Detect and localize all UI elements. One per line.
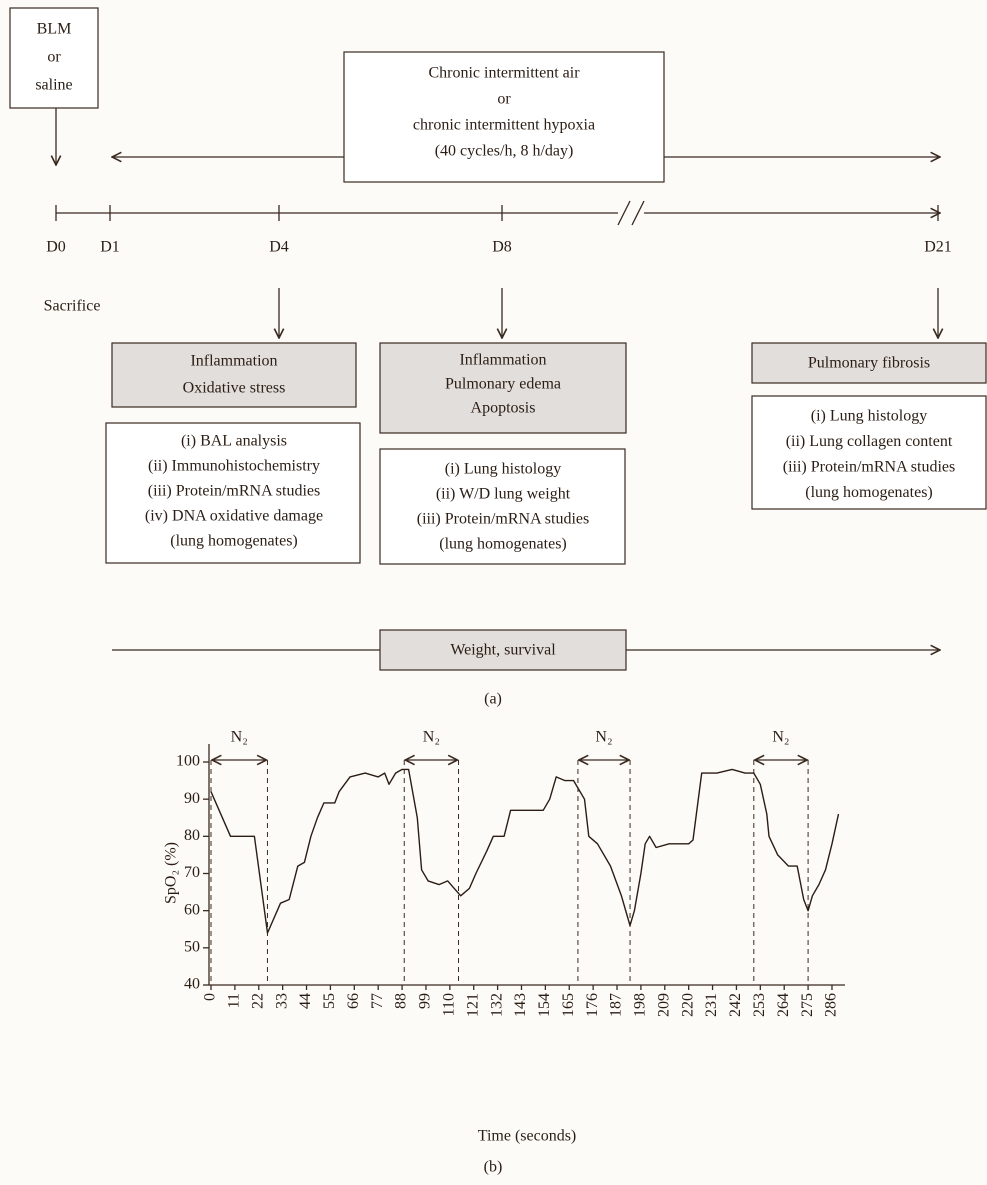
timeline-break bbox=[617, 200, 631, 226]
x-tick-label: 55 bbox=[321, 993, 338, 1009]
x-tick-label: 275 bbox=[799, 993, 816, 1017]
x-tick-label: 154 bbox=[536, 993, 553, 1017]
exposure-text: or bbox=[497, 91, 511, 108]
group-item: (i) Lung histology bbox=[445, 461, 561, 478]
group-item: (iv) DNA oxidative damage bbox=[145, 508, 323, 525]
group-item: (ii) W/D lung weight bbox=[436, 486, 571, 503]
x-tick-label: 231 bbox=[703, 993, 720, 1017]
x-tick-label: 242 bbox=[727, 993, 744, 1017]
x-tick-label: 77 bbox=[369, 993, 386, 1009]
group-item: (iii) Protein/mRNA studies bbox=[148, 483, 320, 500]
y-axis-label: SpO₂ (%) bbox=[163, 842, 180, 904]
exposure-box bbox=[343, 51, 665, 183]
group-header-box bbox=[751, 342, 987, 384]
group-header: Pulmonary fibrosis bbox=[808, 355, 930, 372]
spo2-line bbox=[210, 768, 840, 934]
group-header: Oxidative stress bbox=[183, 380, 286, 397]
group-header: Pulmonary edema bbox=[445, 376, 561, 393]
x-tick-label: 198 bbox=[632, 993, 649, 1017]
group-header: Inflammation bbox=[190, 353, 277, 370]
x-tick-label: 253 bbox=[751, 993, 768, 1017]
x-tick-label: 143 bbox=[512, 993, 529, 1017]
start-text: saline bbox=[35, 77, 72, 94]
caption: (b) bbox=[484, 1159, 503, 1176]
exposure-text: (40 cycles/h, 8 h/day) bbox=[435, 143, 574, 160]
sacrifice-label: Sacrifice bbox=[44, 298, 101, 315]
x-tick-label: 22 bbox=[249, 993, 266, 1009]
y-tick-label: 70 bbox=[184, 864, 200, 881]
x-tick-label: 264 bbox=[775, 993, 792, 1017]
day-label: D1 bbox=[100, 239, 120, 256]
group-header-box bbox=[379, 342, 627, 434]
group-item: (lung homogenates) bbox=[170, 533, 298, 550]
day-label: D8 bbox=[492, 239, 512, 256]
x-tick-label: 110 bbox=[441, 993, 458, 1016]
group-items-box bbox=[105, 422, 361, 564]
x-tick-label: 44 bbox=[297, 993, 314, 1009]
x-tick-label: 88 bbox=[393, 993, 410, 1009]
group-header: Inflammation bbox=[459, 352, 546, 369]
x-tick-label: 0 bbox=[202, 993, 219, 1001]
x-tick-label: 165 bbox=[560, 993, 577, 1017]
group-item: (ii) Immunohistochemistry bbox=[148, 458, 320, 475]
caption: (a) bbox=[484, 691, 502, 708]
exposure-text: chronic intermittent hypoxia bbox=[413, 117, 595, 134]
x-tick-label: 33 bbox=[273, 993, 290, 1009]
annotation-label: N₂ bbox=[231, 729, 248, 746]
x-tick-label: 11 bbox=[226, 993, 243, 1008]
x-tick-label: 187 bbox=[608, 993, 625, 1017]
x-tick-label: 220 bbox=[679, 993, 696, 1017]
x-tick-label: 286 bbox=[823, 993, 840, 1017]
x-tick-label: 132 bbox=[488, 993, 505, 1017]
group-item: (i) Lung histology bbox=[811, 408, 927, 425]
group-item: (iii) Protein/mRNA studies bbox=[417, 511, 589, 528]
y-tick-label: 50 bbox=[184, 939, 200, 956]
x-tick-label: 66 bbox=[345, 993, 362, 1009]
y-tick-label: 90 bbox=[184, 790, 200, 807]
annotation-label: N₂ bbox=[595, 729, 612, 746]
monitoring-box bbox=[379, 629, 627, 671]
x-tick-label: 176 bbox=[584, 993, 601, 1017]
group-item: (i) BAL analysis bbox=[181, 433, 287, 450]
y-tick-label: 80 bbox=[184, 827, 200, 844]
group-items-box bbox=[379, 448, 626, 565]
timeline-break bbox=[631, 200, 645, 226]
x-tick-label: 209 bbox=[655, 993, 672, 1017]
start-text: BLM bbox=[37, 21, 72, 38]
x-tick-label: 99 bbox=[417, 993, 434, 1009]
group-header: Apoptosis bbox=[471, 400, 536, 417]
y-tick-label: 40 bbox=[184, 976, 200, 993]
x-axis-label: Time (seconds) bbox=[478, 1128, 577, 1145]
day-label: D21 bbox=[924, 239, 952, 256]
start-text: or bbox=[47, 49, 61, 66]
monitoring-text: Weight, survival bbox=[450, 642, 556, 659]
exposure-text: Chronic intermittent air bbox=[428, 65, 580, 82]
group-item: (ii) Lung collagen content bbox=[786, 433, 953, 450]
group-item: (lung homogenates) bbox=[439, 536, 567, 553]
group-header-box bbox=[111, 342, 357, 408]
y-tick-label: 60 bbox=[184, 901, 200, 918]
day-label: D4 bbox=[269, 239, 289, 256]
annotation-label: N₂ bbox=[423, 729, 440, 746]
y-tick-label: 100 bbox=[176, 753, 200, 770]
group-item: (iii) Protein/mRNA studies bbox=[783, 459, 955, 476]
diagram-shapes bbox=[9, 7, 940, 671]
group-items-box bbox=[751, 395, 987, 510]
x-tick-label: 121 bbox=[464, 993, 481, 1017]
day-label: D0 bbox=[46, 239, 66, 256]
annotation-label: N₂ bbox=[772, 729, 789, 746]
group-item: (lung homogenates) bbox=[805, 484, 933, 501]
start-box bbox=[9, 7, 99, 109]
